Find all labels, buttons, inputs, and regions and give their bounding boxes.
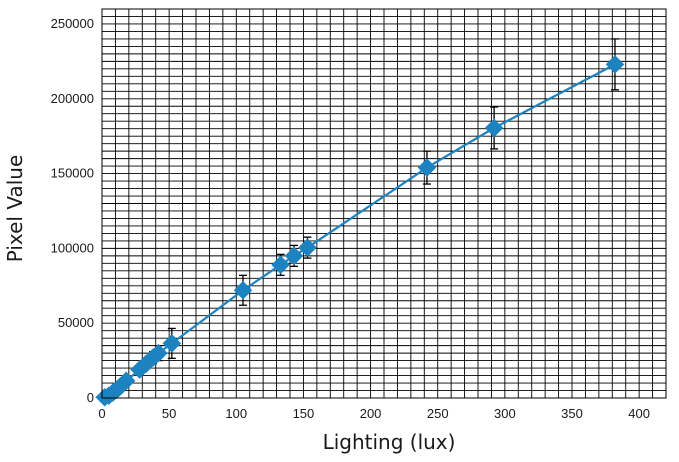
series-line <box>104 63 616 399</box>
data-points <box>95 55 625 407</box>
data-point <box>162 334 182 353</box>
y-tick-labels: 0 50000 100000 150000 200000 250000 <box>51 16 94 405</box>
x-tick-label: 0 <box>98 406 105 421</box>
x-tick-label: 150 <box>293 406 315 421</box>
plot-frame <box>101 8 667 399</box>
x-axis-title: Lighting (lux) <box>323 430 456 454</box>
x-tick-label: 250 <box>427 406 449 421</box>
x-tick-label: 200 <box>360 406 382 421</box>
data-point <box>417 158 437 177</box>
y-tick-label: 50000 <box>58 315 94 330</box>
data-point <box>298 238 317 257</box>
y-axis-title: Pixel Value <box>3 155 27 263</box>
grid <box>101 8 667 399</box>
data-point <box>233 280 253 300</box>
y-tick-label: 250000 <box>51 16 94 31</box>
x-tick-label: 300 <box>494 406 516 421</box>
data-point <box>605 55 625 74</box>
data-point <box>149 343 168 363</box>
x-tick-label: 350 <box>561 406 583 421</box>
y-tick-label: 200000 <box>51 91 94 106</box>
y-tick-label: 150000 <box>51 166 94 181</box>
y-tick-label: 0 <box>87 390 94 405</box>
data-point <box>484 118 504 138</box>
data-point <box>284 246 304 266</box>
data-point <box>116 371 136 391</box>
x-tick-label: 400 <box>628 406 650 421</box>
series-lines <box>104 63 616 399</box>
y-tick-label: 100000 <box>51 240 94 255</box>
x-tick-labels: 0 50 100 150 200 250 300 350 400 <box>98 406 650 421</box>
x-tick-label: 50 <box>162 406 176 421</box>
x-tick-label: 100 <box>225 406 247 421</box>
data-point <box>271 255 290 275</box>
